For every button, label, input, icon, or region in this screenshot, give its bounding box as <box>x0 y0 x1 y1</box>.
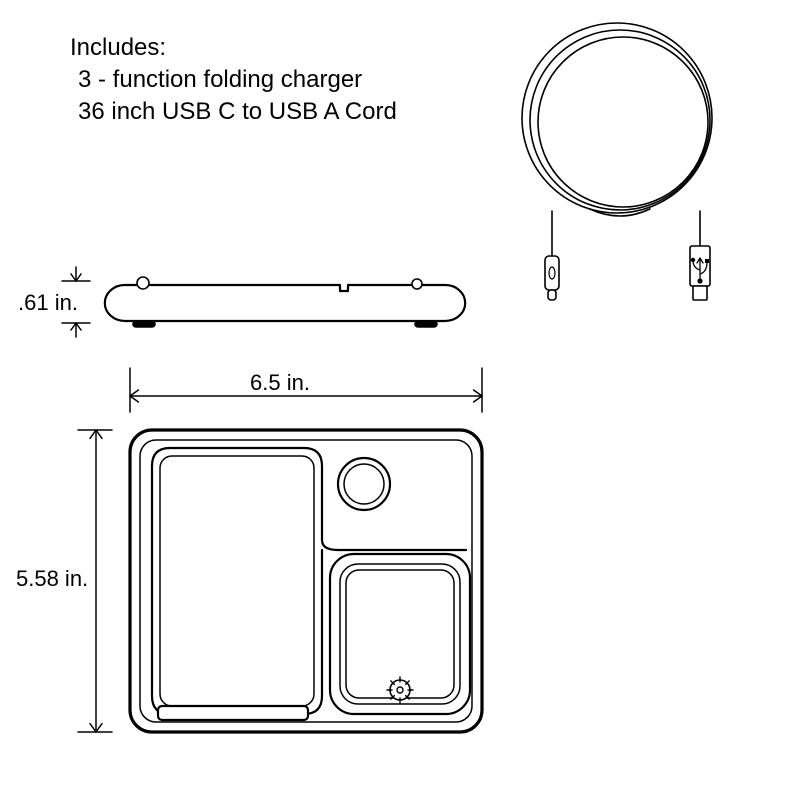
rect <box>548 290 556 300</box>
includes-line-1: 3 - function folding charger <box>78 66 362 93</box>
includes-line-2: 36 inch USB C to USB A Cord <box>78 98 397 125</box>
side-view <box>105 277 465 327</box>
foot <box>133 321 155 327</box>
dim-width-label: 6.5 in. <box>250 370 310 395</box>
rect <box>693 286 707 300</box>
foot <box>415 321 437 327</box>
top-view <box>130 430 482 732</box>
dim-thickness-label: .61 in. <box>18 290 78 315</box>
includes-heading: Includes: <box>70 34 166 61</box>
usb-cable-icon <box>522 23 712 300</box>
dim-height-label: 5.58 in. <box>16 566 88 591</box>
watch-charger <box>338 458 390 510</box>
usb-c-connector-icon <box>545 256 559 290</box>
hinge-bar <box>158 706 308 720</box>
side-outline <box>105 285 465 321</box>
